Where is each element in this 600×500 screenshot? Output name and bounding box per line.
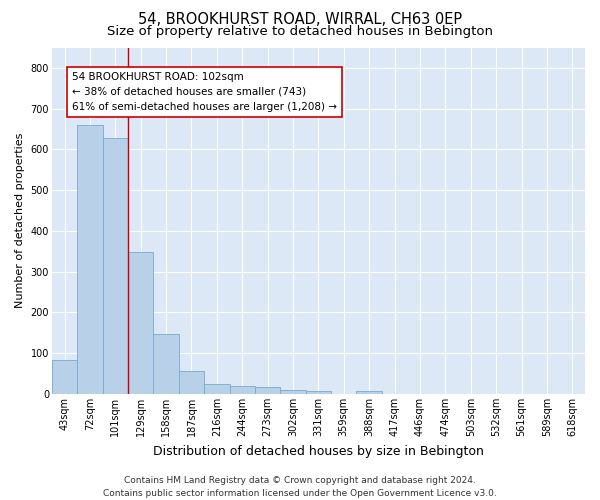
Bar	[255, 388, 280, 394]
Bar	[128, 252, 154, 394]
Bar	[230, 386, 255, 394]
Bar	[77, 125, 103, 394]
Bar	[103, 138, 128, 394]
Text: Size of property relative to detached houses in Bebington: Size of property relative to detached ho…	[107, 25, 493, 38]
Bar	[280, 390, 306, 394]
Bar	[154, 334, 179, 394]
X-axis label: Distribution of detached houses by size in Bebington: Distribution of detached houses by size …	[153, 444, 484, 458]
Bar	[179, 371, 204, 394]
Y-axis label: Number of detached properties: Number of detached properties	[15, 133, 25, 308]
Text: Contains HM Land Registry data © Crown copyright and database right 2024.
Contai: Contains HM Land Registry data © Crown c…	[103, 476, 497, 498]
Bar	[306, 391, 331, 394]
Bar	[356, 391, 382, 394]
Bar	[204, 384, 230, 394]
Bar	[52, 360, 77, 394]
Text: 54, BROOKHURST ROAD, WIRRAL, CH63 0EP: 54, BROOKHURST ROAD, WIRRAL, CH63 0EP	[138, 12, 462, 28]
Text: 54 BROOKHURST ROAD: 102sqm
← 38% of detached houses are smaller (743)
61% of sem: 54 BROOKHURST ROAD: 102sqm ← 38% of deta…	[72, 72, 337, 112]
